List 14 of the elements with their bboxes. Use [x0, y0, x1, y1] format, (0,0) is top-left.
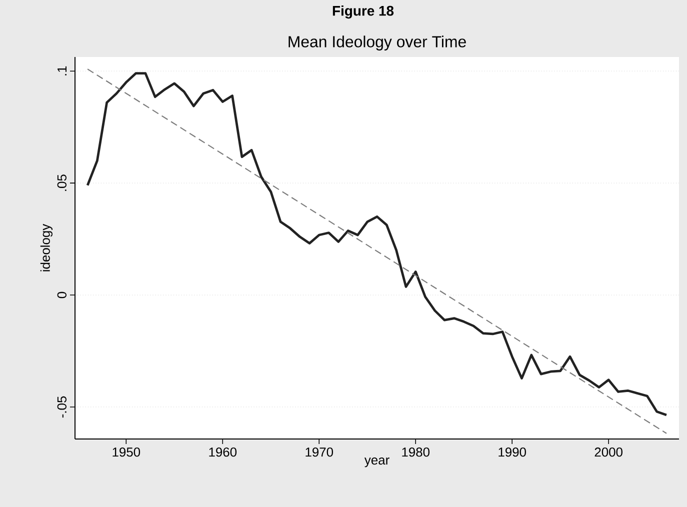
- y-tick-label: 0: [57, 292, 66, 298]
- y-tick-label: .1: [58, 66, 66, 76]
- x-tick-label: 1950: [112, 448, 140, 457]
- x-axis-title: year: [364, 458, 390, 468]
- x-tick-label: 1970: [306, 448, 334, 457]
- x-tick-label: 1960: [209, 448, 237, 457]
- x-tick-label: 1990: [498, 448, 526, 457]
- chart-title: Mean Ideology over Time: [288, 36, 466, 51]
- y-tick-label: .05: [57, 174, 66, 191]
- x-tick-label: 2000: [594, 448, 622, 457]
- y-tick-label: -.05: [57, 396, 66, 418]
- y-axis-title: ideology: [40, 224, 52, 272]
- caption: Figure 18: [332, 6, 394, 19]
- x-tick-label: 1980: [402, 448, 430, 457]
